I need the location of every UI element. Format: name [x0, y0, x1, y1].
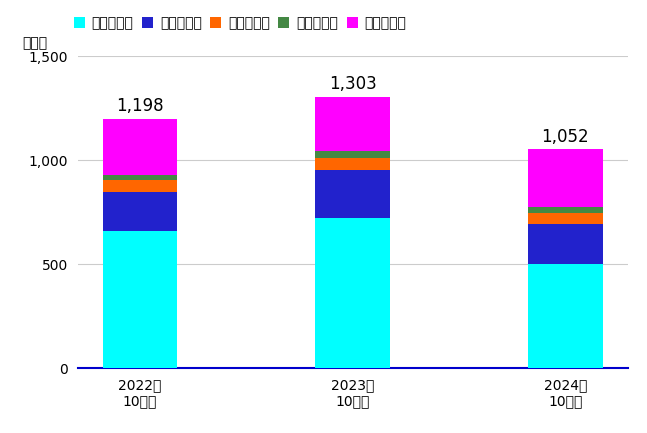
Bar: [103, 175, 177, 180]
Bar: [528, 264, 602, 368]
Bar: [528, 223, 602, 264]
Bar: [103, 192, 177, 231]
Bar: [528, 207, 602, 213]
Bar: [315, 151, 390, 158]
Text: （棟）: （棟）: [23, 36, 48, 50]
Text: 1,303: 1,303: [329, 75, 377, 94]
Bar: [528, 149, 602, 207]
Bar: [103, 119, 177, 175]
Bar: [315, 158, 390, 170]
Text: 1,198: 1,198: [116, 97, 164, 115]
Bar: [528, 213, 602, 223]
Legend: 近畿エリア, 東海エリア, 山陽エリア, 九州エリア, 関東エリア: 近畿エリア, 東海エリア, 山陽エリア, 九州エリア, 関東エリア: [74, 16, 406, 30]
Bar: [103, 231, 177, 368]
Bar: [315, 97, 390, 151]
Bar: [315, 218, 390, 368]
Bar: [103, 180, 177, 192]
Text: 1,052: 1,052: [542, 128, 589, 145]
Bar: [315, 170, 390, 218]
